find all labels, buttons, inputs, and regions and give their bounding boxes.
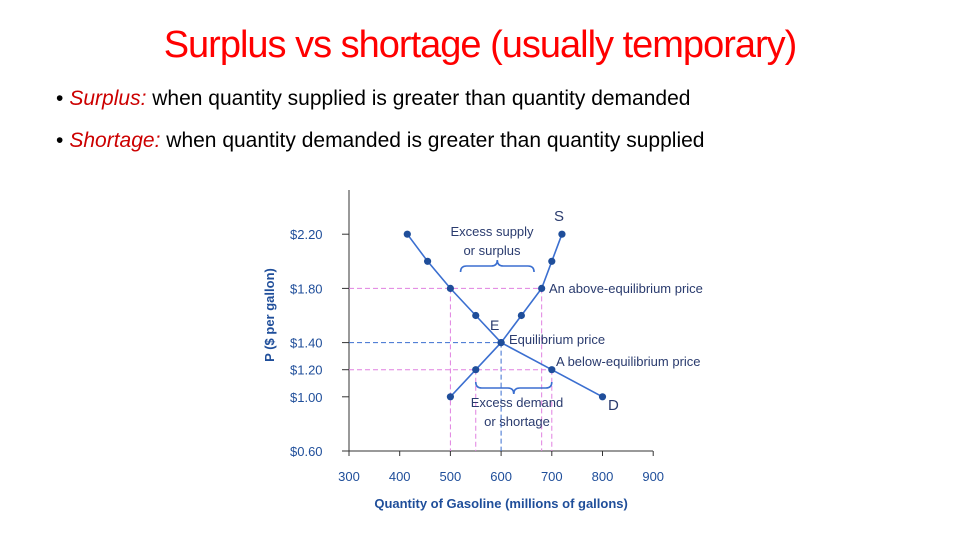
point-s xyxy=(472,366,480,374)
y-tick-label: $1.40 xyxy=(290,336,323,351)
y-tick-label: $2.20 xyxy=(290,227,323,242)
point-s xyxy=(558,230,566,238)
excess-supply-label-2: or surplus xyxy=(463,243,521,258)
excess-supply-label-1: Excess supply xyxy=(450,224,534,239)
y-tick-label: $0.60 xyxy=(290,444,323,459)
point-d xyxy=(423,257,432,265)
point-s xyxy=(548,257,556,265)
excess-demand-label-1: Excess demand xyxy=(471,395,564,410)
surplus-bracket xyxy=(459,259,535,273)
bullet-dot: • xyxy=(56,87,64,110)
bullet-term-surplus: Surplus: xyxy=(69,87,147,110)
y-axis-label: P ($ per gallon) xyxy=(262,268,277,362)
x-tick-label: 600 xyxy=(490,469,512,484)
bullet-text-shortage: when quantity demanded is greater than q… xyxy=(166,129,705,152)
x-tick-label: 300 xyxy=(338,469,360,484)
shortage-bracket xyxy=(474,381,553,395)
point-s xyxy=(517,311,525,320)
x-axis-label: Quantity of Gasoline (millions of gallon… xyxy=(374,496,628,511)
point-d xyxy=(548,366,556,374)
supply-curve-label: S xyxy=(554,208,564,225)
bullet-surplus: • Surplus: when quantity supplied is grea… xyxy=(56,85,690,113)
curve-d xyxy=(406,233,603,398)
point-s xyxy=(446,393,454,401)
slide-title: Surplus vs shortage (usually temporary) xyxy=(163,24,798,66)
bullet-shortage: • Shortage: when quantity demanded is gre… xyxy=(56,127,704,155)
x-tick-label: 800 xyxy=(592,469,614,484)
bullet-dot: • xyxy=(56,129,64,152)
curve-s xyxy=(449,233,563,398)
bullet-text-surplus: when quantity supplied is greater than q… xyxy=(152,87,691,110)
equilibrium-point-label: E xyxy=(490,317,499,333)
point-d xyxy=(446,284,454,292)
point-d xyxy=(472,311,480,320)
demand-curve-label: D xyxy=(608,397,619,414)
equilibrium-price-label: Equilibrium price xyxy=(509,332,605,347)
x-tick-label: 900 xyxy=(642,469,664,484)
point-d xyxy=(598,393,607,401)
supply-demand-chart: $0.60 $1.00 $1.20 $1.40 $1.80 $2.20 300 400 500 6… xyxy=(262,190,703,511)
excess-demand-label-2: or shortage xyxy=(484,414,550,429)
above-price-label: An above-equilibrium price xyxy=(549,281,703,296)
point-d xyxy=(497,339,505,347)
y-tick-label: $1.00 xyxy=(290,390,323,405)
y-tick-label: $1.20 xyxy=(290,363,323,378)
point-d xyxy=(403,230,411,238)
bullet-term-shortage: Shortage: xyxy=(69,129,161,152)
y-tick-label: $1.80 xyxy=(290,281,323,296)
below-price-label: A below-equilibrium price xyxy=(556,354,701,369)
point-s xyxy=(538,284,546,292)
x-tick-label: 400 xyxy=(389,469,411,484)
x-tick-label: 500 xyxy=(440,469,462,484)
x-tick-label: 700 xyxy=(541,469,563,484)
